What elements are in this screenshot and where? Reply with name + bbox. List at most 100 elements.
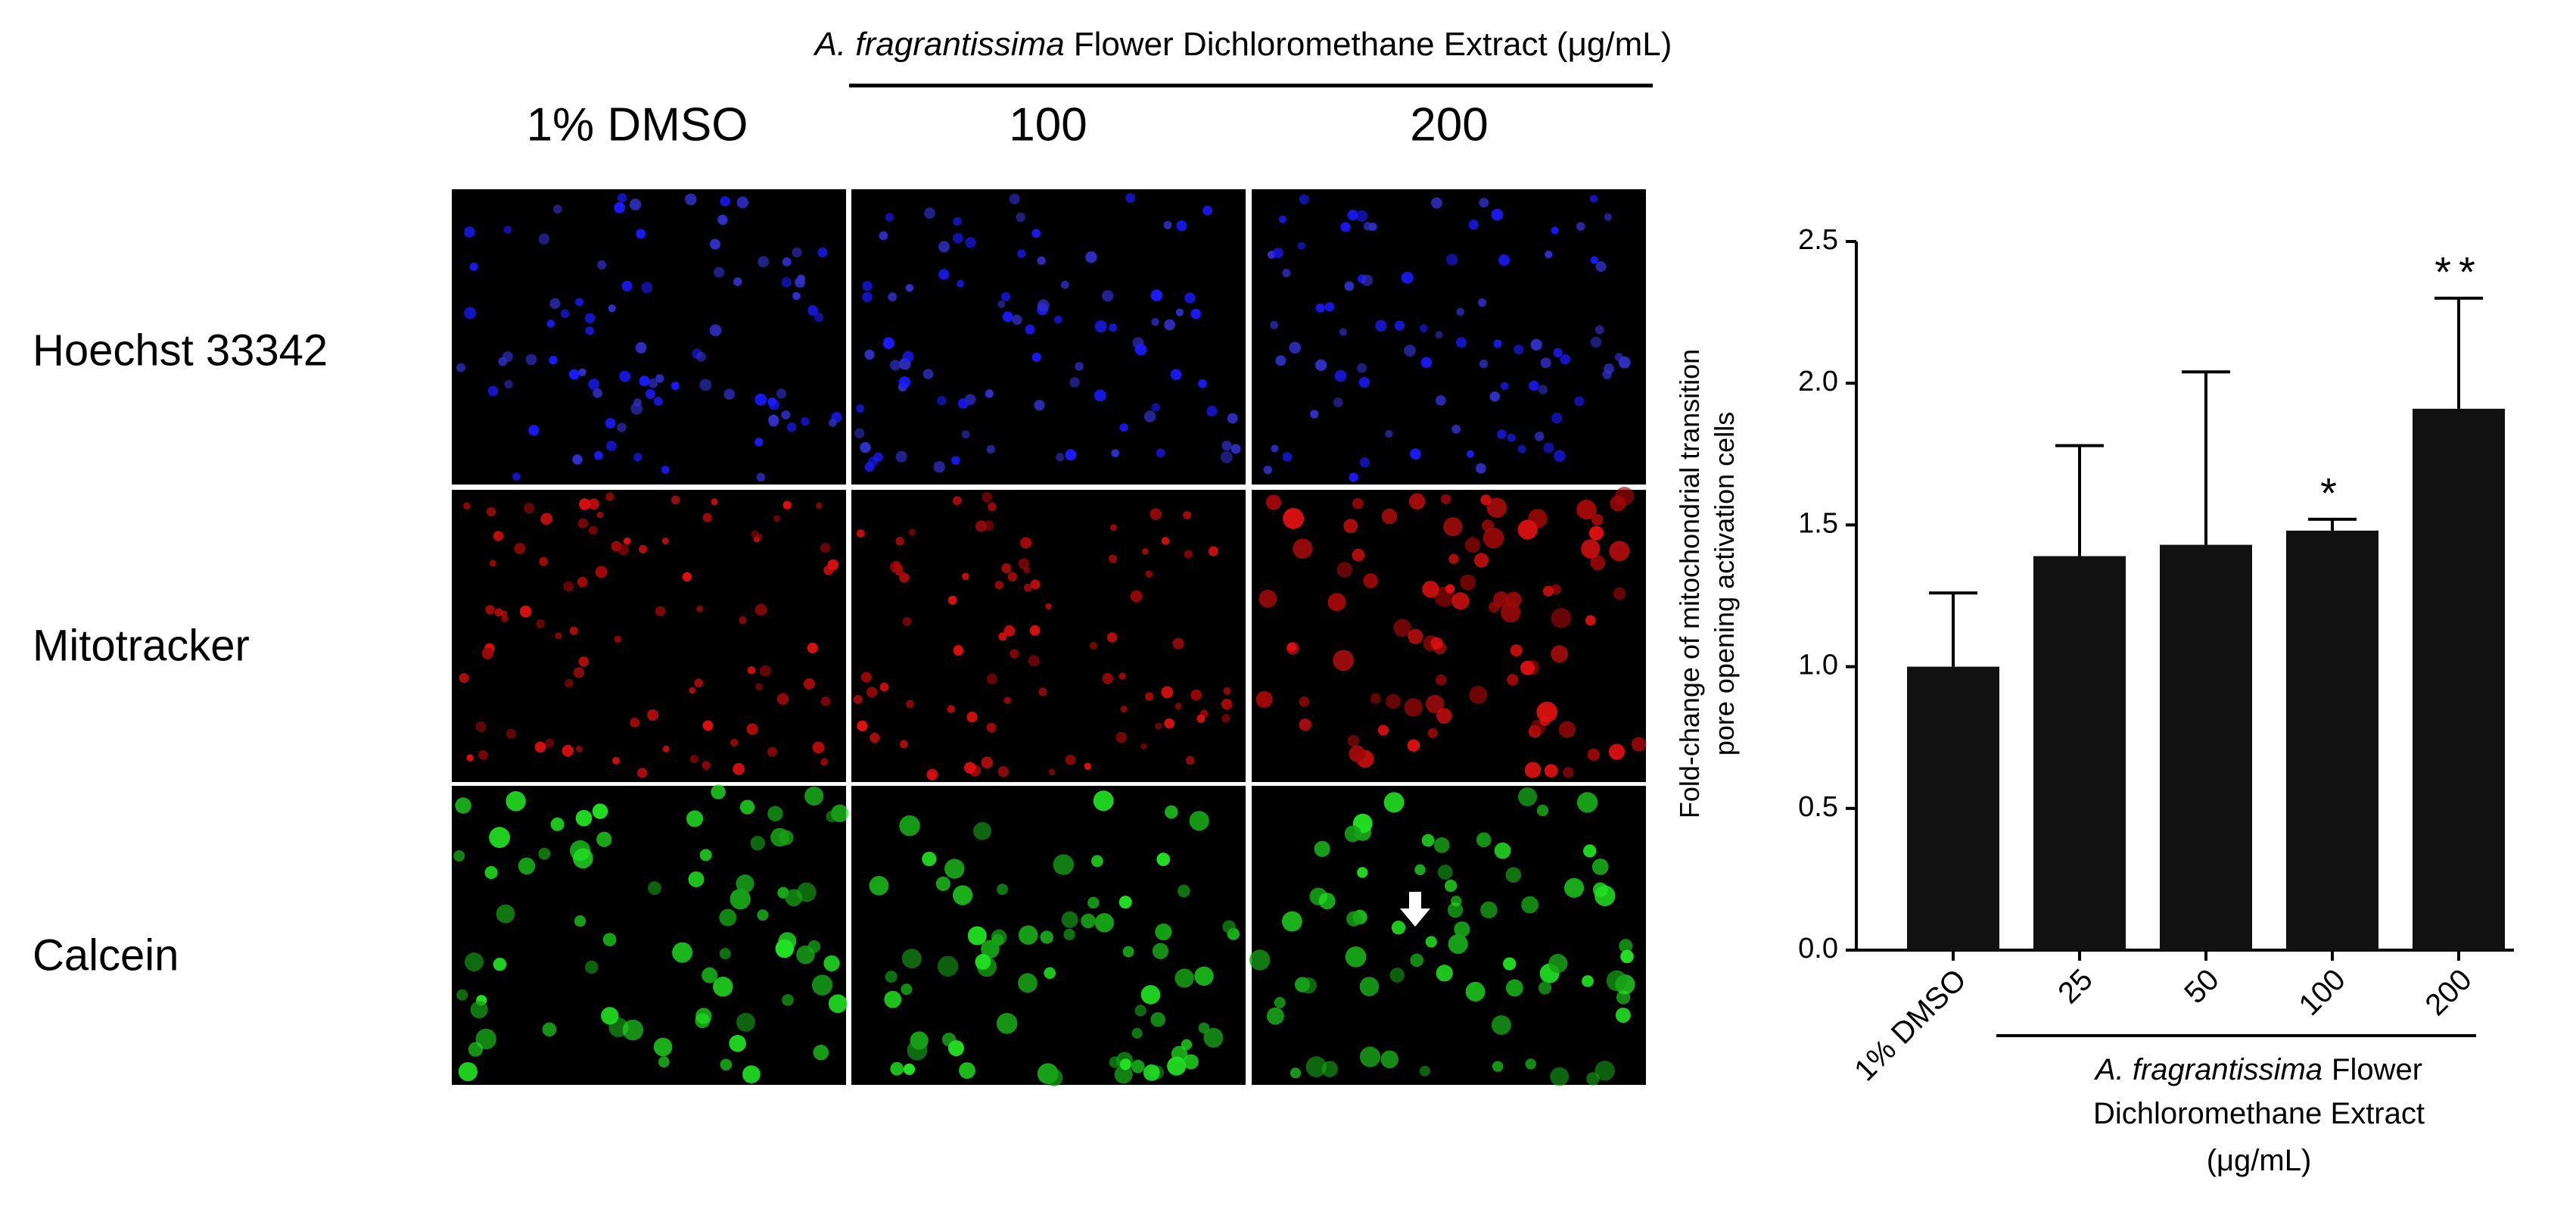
cell	[593, 388, 602, 398]
cell	[1290, 1067, 1302, 1079]
cell	[733, 762, 745, 775]
cell	[820, 758, 829, 766]
cell	[1044, 967, 1056, 980]
cell	[1221, 698, 1233, 710]
cell	[937, 395, 947, 406]
y-tick-label: 0.0	[1798, 933, 1838, 964]
cell	[464, 226, 475, 238]
cell	[689, 687, 696, 694]
cell	[534, 741, 546, 753]
arrow	[1400, 892, 1430, 927]
cell	[1263, 465, 1272, 475]
cell	[967, 926, 987, 946]
significance-marker: **	[2434, 248, 2483, 296]
cell	[733, 277, 742, 286]
cell	[1334, 369, 1347, 382]
cell	[1548, 954, 1568, 974]
cell	[573, 848, 593, 869]
cell	[578, 498, 591, 510]
cell	[756, 472, 766, 482]
y-axis-label-line: pore opening activation cells	[1709, 412, 1740, 756]
cell	[1175, 308, 1184, 316]
cell	[1586, 1072, 1600, 1086]
cell	[572, 454, 583, 465]
cell	[1476, 832, 1492, 848]
cell	[1028, 655, 1040, 667]
cell	[933, 461, 945, 473]
cell	[998, 632, 1007, 641]
cell	[563, 581, 574, 592]
cell	[1616, 990, 1631, 1005]
cell	[1503, 957, 1517, 971]
cell	[1590, 336, 1602, 348]
cell	[906, 700, 914, 709]
cell	[1275, 355, 1286, 366]
cell	[1359, 977, 1380, 996]
error-bar	[2182, 370, 2230, 545]
cell	[717, 214, 728, 225]
cell	[828, 994, 848, 1014]
column-label: 100	[1009, 98, 1087, 151]
cell	[1274, 996, 1286, 1008]
cell	[1152, 943, 1169, 959]
cell	[1545, 250, 1553, 259]
cell	[767, 397, 777, 407]
cell	[1164, 718, 1175, 729]
cell	[1016, 212, 1025, 223]
cell	[1065, 754, 1076, 765]
cell	[1506, 979, 1523, 997]
cell	[468, 1042, 484, 1057]
cell	[1045, 1068, 1063, 1086]
group-species: A. fragrantissima	[2094, 1053, 2322, 1086]
panel-header: A. fragrantissima Flower Dichloromethane …	[813, 26, 1672, 63]
cell	[618, 193, 627, 203]
cell	[957, 398, 969, 410]
cell	[736, 1012, 756, 1032]
cell	[1114, 1065, 1133, 1084]
cell	[487, 385, 499, 397]
cell	[555, 632, 562, 640]
cell	[670, 382, 680, 391]
cell	[781, 277, 792, 288]
cell	[1594, 1061, 1615, 1081]
cell	[1466, 450, 1475, 458]
cell	[1053, 315, 1062, 324]
bar	[1907, 666, 1999, 950]
cell	[1425, 694, 1445, 714]
cell	[1023, 566, 1031, 574]
cell	[1119, 1058, 1131, 1070]
cell	[1010, 649, 1019, 659]
cell	[1514, 344, 1524, 355]
cell	[1118, 672, 1126, 680]
cell	[1479, 198, 1489, 208]
cell	[596, 511, 604, 519]
cell	[1448, 553, 1459, 564]
cell	[1358, 376, 1370, 388]
cell	[755, 683, 764, 691]
cell	[908, 528, 916, 536]
cell	[1479, 359, 1489, 369]
cell	[1419, 1065, 1430, 1077]
cell	[630, 402, 643, 415]
cell	[820, 696, 831, 706]
cell	[1017, 249, 1026, 258]
cell	[1344, 281, 1355, 291]
cell	[458, 1061, 478, 1082]
cell	[595, 566, 608, 578]
y-tick-label: 0.5	[1798, 791, 1838, 823]
cell	[1230, 444, 1241, 454]
cell	[525, 354, 537, 366]
cell	[475, 1028, 496, 1050]
cell	[1497, 429, 1507, 439]
cell	[1551, 412, 1563, 424]
cell	[768, 416, 779, 427]
cell	[1031, 352, 1041, 362]
cell	[1498, 254, 1510, 266]
cell	[1587, 748, 1600, 761]
cell	[536, 619, 546, 628]
cell	[1336, 562, 1352, 578]
cell	[1576, 792, 1598, 813]
cell	[1315, 303, 1325, 313]
cell	[1468, 219, 1479, 230]
cell	[1475, 463, 1486, 474]
